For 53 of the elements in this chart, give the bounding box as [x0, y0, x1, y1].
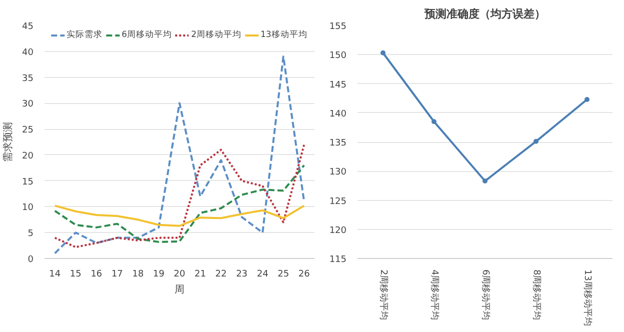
y-tick-label: 125 [329, 196, 347, 207]
y-tick-label: 140 [329, 109, 347, 120]
y-tick-label: 145 [329, 80, 347, 90]
x-tick-label: 6周移动平均 [480, 270, 491, 320]
x-tick-label: 20 [174, 270, 186, 280]
y-axis-title: 需求预测 [2, 122, 14, 162]
x-tick-label: 4周移动平均 [429, 270, 440, 320]
x-tick-label: 14 [49, 270, 61, 280]
line-series [54, 56, 306, 254]
y-tick-label: 20 [22, 151, 34, 162]
y-tick-label: 155 [329, 22, 347, 32]
y-tick-label: 15 [22, 177, 34, 188]
x-tick-label: 16 [90, 270, 102, 280]
y-tick-label: 135 [329, 138, 347, 148]
point [534, 138, 538, 144]
y-tick-label: 45 [22, 22, 34, 32]
point [432, 119, 436, 124]
y-tick-label: 115 [329, 255, 347, 265]
x-tick-label: 18 [132, 270, 144, 280]
x-tick-label: 26 [298, 270, 310, 280]
x-axis-title: 周 [174, 284, 184, 296]
x-tick-label: 23 [236, 270, 248, 280]
legend-label: 2周移动平均 [191, 29, 242, 41]
point [482, 178, 488, 184]
y-tick-label: 10 [22, 203, 34, 214]
legend-label: 实际需求 [66, 29, 103, 41]
point [584, 96, 590, 102]
line-series [54, 164, 306, 243]
x-tick-label: 2周移动平均 [378, 270, 389, 320]
y-tick-label: 130 [329, 168, 347, 178]
legend-label: 13移动平均 [260, 29, 308, 41]
y-tick-label: 5 [28, 229, 34, 240]
x-tick-label: 19 [153, 270, 165, 280]
x-tick-label: 25 [278, 270, 290, 280]
legend-label: 6周移动平均 [122, 29, 172, 41]
x-tick-label: 21 [194, 270, 206, 280]
x-tick-label: 8周移动平均 [531, 270, 542, 320]
line-series [54, 144, 306, 248]
chart-title: 预测准确度（均方误差） [424, 8, 546, 20]
line-series [54, 204, 306, 227]
y-tick-label: 120 [329, 226, 347, 236]
y-tick-label: 35 [22, 74, 34, 84]
x-tick-label: 15 [70, 270, 82, 280]
y-tick-label: 30 [22, 100, 34, 110]
x-tick-label: 17 [111, 270, 123, 280]
x-tick-label: 22 [215, 270, 227, 280]
y-tick-label: 150 [329, 51, 347, 62]
y-tick-label: 40 [22, 48, 34, 58]
y-tick-label: 25 [22, 126, 34, 136]
x-tick-label: 24 [256, 270, 269, 280]
x-tick-label: 13周移动平均 [582, 270, 593, 326]
y-tick-label: 0 [28, 255, 34, 265]
point [380, 50, 386, 56]
